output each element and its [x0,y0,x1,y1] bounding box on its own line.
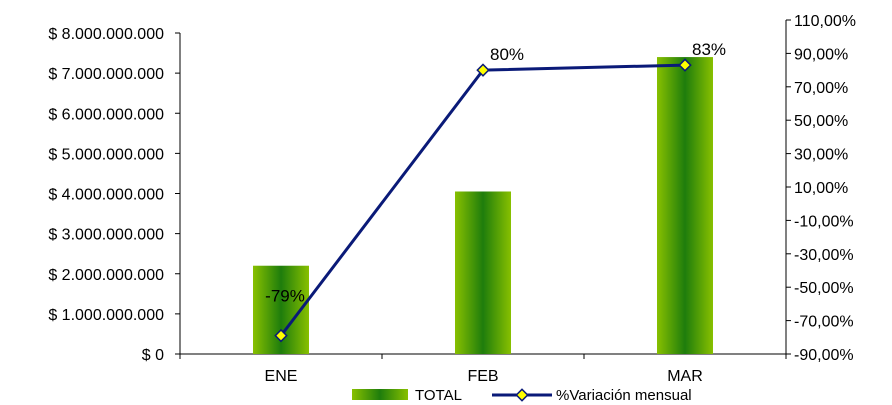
x-axis: ENE FEB MAR [179,353,787,385]
legend-label-total: TOTAL [415,387,462,404]
line-series: -79% 80% 83% [265,40,726,343]
right-tick-label: 110,00% [794,13,856,30]
left-tick-label: $ 3.000.000.000 [48,227,164,244]
right-tick-label: 30,00% [794,147,848,164]
legend-swatch-total [352,389,408,400]
right-tick-label: -50,00% [794,280,854,297]
left-tick-label: $ 0 [142,347,164,364]
bar [657,57,713,354]
right-axis: -90,00% -70,00% -50,00% -30,00% -10,00% 10,00… [785,13,856,364]
line-point [476,63,490,77]
right-tick-label: -90,00% [794,347,854,364]
left-tick-label: $ 8.000.000.000 [48,26,164,43]
legend-label-variation: %Variación mensual [556,387,692,404]
right-tick-label: 70,00% [794,80,848,97]
data-label: -79% [265,287,305,306]
right-tick-label: 50,00% [794,113,848,130]
data-label: 80% [490,45,524,64]
x-tick-label: ENE [265,368,298,385]
left-tick-label: $ 7.000.000.000 [48,66,164,83]
right-tick-label: 90,00% [794,46,848,63]
left-tick-label: $ 6.000.000.000 [48,106,164,123]
line-point [274,328,288,343]
data-label: 83% [692,40,726,59]
legend-marker-variation [515,388,529,402]
line-point [678,58,692,72]
right-tick-label: 10,00% [794,180,848,197]
left-tick-label: $ 1.000.000.000 [48,307,164,324]
x-tick-label: MAR [667,368,703,385]
bar [455,191,511,354]
left-tick-label: $ 4.000.000.000 [48,187,164,204]
x-tick-label: FEB [467,368,498,385]
legend: TOTAL %Variación mensual [352,387,692,404]
right-tick-label: -10,00% [794,213,854,230]
right-tick-label: -70,00% [794,314,854,331]
left-tick-label: $ 5.000.000.000 [48,146,164,163]
left-axis: $ 0 $ 1.000.000.000 $ 2.000.000.000 $ 3.000… [48,26,181,364]
right-tick-label: -30,00% [794,247,854,264]
left-tick-label: $ 2.000.000.000 [48,267,164,284]
bar-series [253,57,713,354]
